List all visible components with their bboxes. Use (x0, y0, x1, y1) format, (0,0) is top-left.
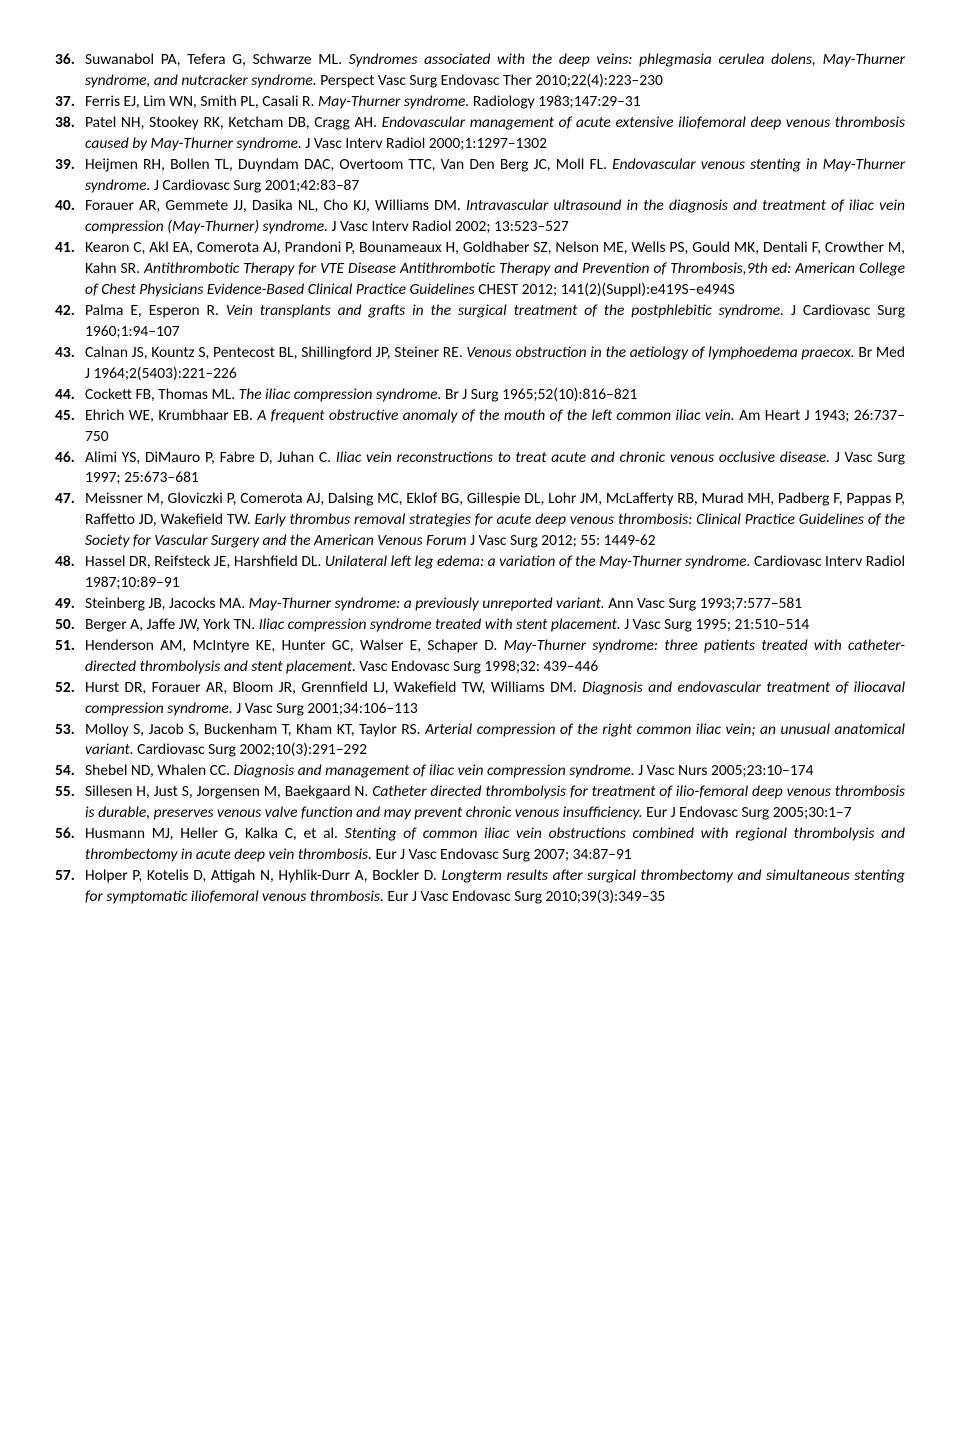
reference-journal: Perspect Vasc Surg Endovasc Ther 2010;22… (320, 71, 663, 90)
reference-authors: Henderson AM, McIntyre KE, Hunter GC, Wa… (85, 636, 497, 655)
reference-item: Holper P, Kotelis D, Attigah N, Hyhlik-D… (55, 866, 905, 908)
reference-item: Heijmen RH, Bollen TL, Duyndam DAC, Over… (55, 155, 905, 197)
reference-authors: Ferris EJ, Lim WN, Smith PL, Casali R. (85, 92, 314, 111)
reference-item: Ferris EJ, Lim WN, Smith PL, Casali R. M… (55, 92, 905, 113)
reference-title: Vein transplants and grafts in the surgi… (226, 301, 784, 320)
reference-journal: J Vasc Surg 1995; 21:510–514 (624, 615, 809, 634)
reference-item: Sillesen H, Just S, Jorgensen M, Baekgaa… (55, 782, 905, 824)
reference-item: Forauer AR, Gemmete JJ, Dasika NL, Cho K… (55, 196, 905, 238)
reference-journal: J Vasc Interv Radiol 2000;1:1297–1302 (305, 134, 547, 153)
reference-item: Berger A, Jaffe JW, York TN. Iliac compr… (55, 615, 905, 636)
reference-item: Calnan JS, Kountz S, Pentecost BL, Shill… (55, 343, 905, 385)
reference-title: A frequent obstructive anomaly of the mo… (257, 406, 734, 425)
reference-title: May-Thurner syndrome: a previously unrep… (249, 594, 605, 613)
reference-item: Shebel ND, Whalen CC. Diagnosis and mana… (55, 761, 905, 782)
reference-item: Meissner M, Gloviczki P, Comerota AJ, Da… (55, 489, 905, 552)
reference-authors: Ehrich WE, Krumbhaar EB. (85, 406, 253, 425)
reference-item: Henderson AM, McIntyre KE, Hunter GC, Wa… (55, 636, 905, 678)
reference-authors: Patel NH, Stookey RK, Ketcham DB, Cragg … (85, 113, 377, 132)
reference-journal: J Vasc Surg 2001;34:106–113 (236, 699, 417, 718)
reference-item: Hurst DR, Forauer AR, Bloom JR, Grennfie… (55, 678, 905, 720)
reference-authors: Sillesen H, Just S, Jorgensen M, Baekgaa… (85, 782, 368, 801)
reference-item: Suwanabol PA, Tefera G, Schwarze ML. Syn… (55, 50, 905, 92)
reference-title: Venous obstruction in the aetiology of l… (466, 343, 854, 362)
reference-authors: Holper P, Kotelis D, Attigah N, Hyhlik-D… (85, 866, 437, 885)
reference-journal: CHEST 2012; 141(2)(Suppl):e419S–e494S (478, 280, 735, 299)
reference-item: Patel NH, Stookey RK, Ketcham DB, Cragg … (55, 113, 905, 155)
reference-authors: Hassel DR, Reifsteck JE, Harshfield DL. (85, 552, 321, 571)
reference-item: Cockett FB, Thomas ML. The iliac compres… (55, 385, 905, 406)
reference-journal: J Vasc Surg 2012; 55: 1449-62 (470, 531, 656, 550)
reference-authors: Forauer AR, Gemmete JJ, Dasika NL, Cho K… (85, 196, 461, 215)
reference-item: Husmann MJ, Heller G, Kalka C, et al. St… (55, 824, 905, 866)
reference-title: May-Thurner syndrome. (318, 92, 469, 111)
reference-title: Iliac vein reconstructions to treat acut… (336, 448, 830, 467)
reference-item: Kearon C, Akl EA, Comerota AJ, Prandoni … (55, 238, 905, 301)
reference-title: Unilateral left leg edema: a variation o… (325, 552, 751, 571)
reference-authors: Heijmen RH, Bollen TL, Duyndam DAC, Over… (85, 155, 607, 174)
reference-authors: Suwanabol PA, Tefera G, Schwarze ML. (85, 50, 342, 69)
reference-journal: Radiology 1983;147:29–31 (473, 92, 641, 111)
reference-journal: Eur J Endovasc Surg 2005;30:1–7 (646, 803, 851, 822)
reference-authors: Alimi YS, DiMauro P, Fabre D, Juhan C. (85, 448, 331, 467)
reference-item: Ehrich WE, Krumbhaar EB. A frequent obst… (55, 406, 905, 448)
reference-authors: Molloy S, Jacob S, Buckenham T, Kham KT,… (85, 720, 421, 739)
reference-title: The iliac compression syndrome. (239, 385, 442, 404)
reference-authors: Hurst DR, Forauer AR, Bloom JR, Grennfie… (85, 678, 577, 697)
reference-item: Alimi YS, DiMauro P, Fabre D, Juhan C. I… (55, 448, 905, 490)
reference-title: Iliac compression syndrome treated with … (259, 615, 621, 634)
reference-authors: Shebel ND, Whalen CC. (85, 761, 230, 780)
reference-authors: Calnan JS, Kountz S, Pentecost BL, Shill… (85, 343, 463, 362)
reference-title: Diagnosis and management of iliac vein c… (234, 761, 635, 780)
reference-authors: Cockett FB, Thomas ML. (85, 385, 235, 404)
reference-item: Palma E, Esperon R. Vein transplants and… (55, 301, 905, 343)
reference-journal: J Cardiovasc Surg 2001;42:83–87 (154, 176, 359, 195)
reference-journal: J Vasc Interv Radiol 2002; 13:523–527 (332, 217, 569, 236)
reference-journal: Eur J Vasc Endovasc Surg 2010;39(3):349–… (387, 887, 665, 906)
reference-authors: Berger A, Jaffe JW, York TN. (85, 615, 255, 634)
reference-journal: Br J Surg 1965;52(10):816–821 (445, 385, 637, 404)
reference-item: Molloy S, Jacob S, Buckenham T, Kham KT,… (55, 720, 905, 762)
reference-journal: Vasc Endovasc Surg 1998;32: 439–446 (359, 657, 598, 676)
reference-journal: Eur J Vasc Endovasc Surg 2007; 34:87–91 (376, 845, 632, 864)
reference-list: Suwanabol PA, Tefera G, Schwarze ML. Syn… (55, 50, 905, 908)
reference-item: Steinberg JB, Jacocks MA. May-Thurner sy… (55, 594, 905, 615)
reference-item: Hassel DR, Reifsteck JE, Harshfield DL. … (55, 552, 905, 594)
reference-journal: J Vasc Nurs 2005;23:10–174 (638, 761, 813, 780)
reference-journal: Ann Vasc Surg 1993;7:577–581 (608, 594, 802, 613)
reference-journal: Cardiovasc Surg 2002;10(3):291–292 (137, 740, 367, 759)
reference-authors: Palma E, Esperon R. (85, 301, 219, 320)
reference-authors: Husmann MJ, Heller G, Kalka C, et al. (85, 824, 338, 843)
reference-authors: Steinberg JB, Jacocks MA. (85, 594, 245, 613)
